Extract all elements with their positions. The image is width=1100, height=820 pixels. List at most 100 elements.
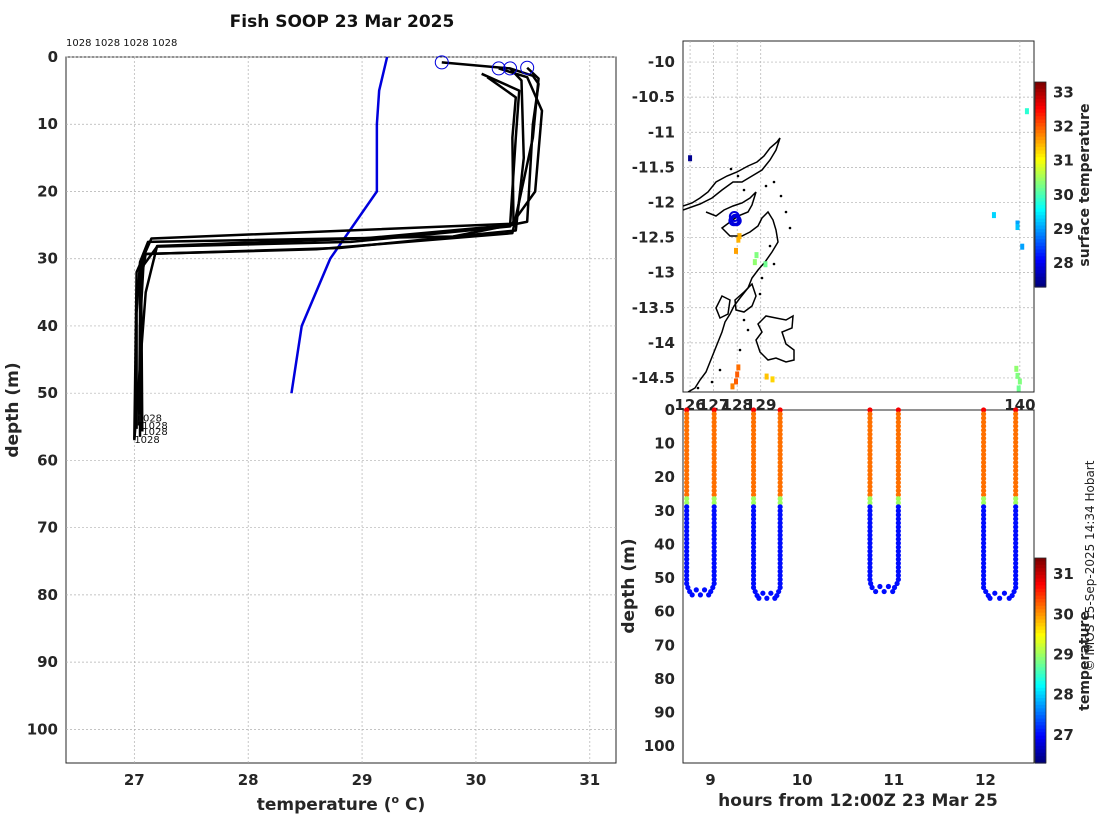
section-point: [867, 455, 873, 462]
map-sst-point: [991, 212, 996, 219]
map-sst-point: [764, 373, 769, 380]
surface-colorbar-segment: [1035, 109, 1046, 114]
section-point: [980, 568, 987, 574]
temperature-colorbar-segment: [1035, 619, 1046, 624]
surface-colorbar-segment: [1035, 99, 1046, 104]
temperature-colorbar-segment: [1035, 660, 1046, 665]
section-point: [750, 475, 757, 482]
section-point: [980, 536, 987, 542]
map-sst-point: [688, 155, 693, 162]
section-point: [684, 580, 690, 587]
section-point: [777, 532, 783, 538]
section-point: [689, 592, 695, 598]
section-point: [895, 544, 901, 550]
section-point: [1013, 540, 1019, 546]
section-point: [777, 508, 783, 514]
section-point: [777, 443, 783, 449]
section-point: [867, 568, 873, 574]
section-point: [890, 588, 896, 595]
map-sst-point: [1020, 243, 1025, 250]
map-sst-point: [1015, 224, 1020, 231]
temperature-colorbar-segment: [1035, 735, 1046, 740]
section-point: [980, 467, 987, 474]
section-point: [980, 463, 987, 470]
section-point: [750, 572, 757, 579]
section-points: [684, 407, 1019, 601]
surface-colorbar-segment: [1035, 126, 1046, 131]
climatology-line: [290, 56, 389, 394]
section-y-tick: 80: [654, 670, 675, 688]
profile-y-tick: 30: [37, 250, 58, 268]
section-point: [867, 463, 873, 470]
section-point: [980, 572, 987, 579]
map-sst-point: [730, 383, 735, 390]
profile-line: [133, 76, 518, 439]
section-point: [777, 463, 783, 470]
section-point: [980, 435, 987, 441]
section-point: [750, 459, 757, 466]
surface-colorbar-segment: [1035, 242, 1046, 247]
section-point: [895, 560, 901, 566]
section-point: [777, 492, 783, 498]
section-point: [987, 595, 993, 601]
section-point: [895, 423, 901, 429]
section-point: [867, 536, 873, 542]
section-point: [684, 512, 690, 518]
section-point: [867, 504, 873, 510]
section-point: [750, 480, 757, 486]
section-point: [1013, 560, 1019, 566]
section-point: [777, 512, 783, 518]
surface-colorbar-segment: [1035, 225, 1046, 230]
section-point: [867, 544, 873, 550]
section-point: [711, 407, 717, 413]
surface-colorbar-segment: [1035, 146, 1046, 151]
section-point: [867, 560, 873, 566]
section-point: [980, 576, 987, 583]
temperature-colorbar-segment: [1035, 558, 1046, 563]
profile-y-label: depth (m): [3, 362, 23, 457]
section-x-label: hours from 12:00Z 23 Mar 25: [718, 791, 998, 811]
section-point: [894, 580, 900, 587]
temperature-colorbar-segment: [1035, 564, 1046, 569]
section-point: [777, 411, 783, 417]
temperature-colorbar-segment: [1035, 585, 1046, 590]
section-point: [750, 455, 757, 462]
surface-colorbar-segment: [1035, 153, 1046, 158]
section-point: [1013, 431, 1019, 437]
section-point: [867, 552, 873, 558]
section-point: [684, 564, 690, 570]
section-point: [867, 407, 873, 413]
section-point: [777, 560, 783, 566]
section-point: [867, 423, 873, 429]
surface-colorbar-segment: [1035, 208, 1046, 213]
surface-colorbar-segment: [1035, 129, 1046, 134]
temperature-colorbar-segment: [1035, 561, 1046, 566]
surface-colorbar-segment: [1035, 82, 1046, 87]
section-point: [1013, 508, 1019, 514]
section-point: [777, 467, 783, 474]
section-point: [711, 488, 717, 494]
temperature-colorbar-segment: [1035, 749, 1046, 754]
temperature-colorbar-segment: [1035, 745, 1046, 750]
map-sst-point: [737, 233, 742, 240]
section-point: [711, 439, 717, 445]
section-point: [777, 447, 783, 453]
section-point: [777, 500, 783, 506]
section-point: [711, 500, 717, 506]
section-point: [980, 564, 987, 570]
section-point: [684, 451, 690, 457]
section-point: [895, 564, 901, 570]
surface-colorbar-segment: [1035, 259, 1046, 264]
surface-colorbar-segment: [1035, 167, 1046, 172]
section-point: [980, 532, 987, 538]
section-point: [768, 590, 774, 596]
section-point: [750, 463, 757, 470]
surface-colorbar-segment: [1035, 276, 1046, 281]
profile-x-tick: 29: [352, 771, 373, 789]
section-point: [750, 488, 757, 494]
section-point: [1013, 467, 1019, 474]
section-point: [881, 588, 887, 595]
section-point: [684, 480, 690, 486]
section-point: [777, 548, 783, 554]
section-point: [1013, 492, 1019, 498]
